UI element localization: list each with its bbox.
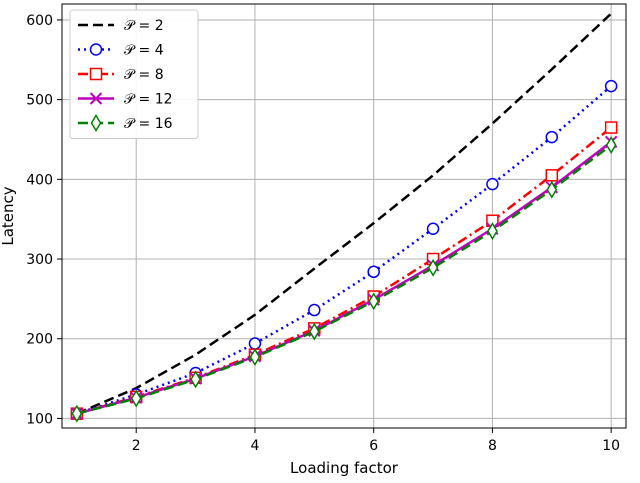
- y-tick-label: 400: [26, 172, 53, 188]
- data-point: [426, 222, 440, 236]
- data-point: [487, 222, 498, 241]
- series-line: [76, 144, 612, 415]
- series-1: [76, 12, 613, 415]
- legend-label: 𝒫 = 4: [124, 43, 164, 59]
- data-point: [190, 370, 201, 389]
- legend-marker: [89, 92, 103, 105]
- series-line: [76, 85, 612, 415]
- legend-marker: [89, 43, 103, 56]
- data-point: [486, 177, 499, 191]
- data-point: [427, 258, 439, 277]
- x-tick-label: 10: [602, 438, 620, 454]
- legend-marker: [89, 67, 103, 81]
- legend-item: 𝒫 = 16: [78, 114, 173, 132]
- data-point: [604, 121, 618, 134]
- y-tick-label: 200: [26, 332, 53, 348]
- data-point: [368, 292, 380, 311]
- y-axis-label: Latency: [0, 186, 17, 245]
- series-4: [70, 135, 618, 420]
- legend-box: [69, 9, 199, 139]
- legend-item: 𝒫 = 12: [78, 92, 173, 108]
- legend-label: 𝒫 = 2: [124, 18, 164, 34]
- legend-item: 𝒫 = 2: [78, 18, 164, 34]
- legend-label: 𝒫 = 8: [124, 67, 164, 83]
- series-line: [76, 12, 613, 415]
- ticks-layer: 2 4 6 8 10 100 200 300 400 500 600: [26, 13, 620, 454]
- y-tick-label: 600: [26, 13, 53, 29]
- data-point: [545, 130, 559, 144]
- series-layer: [70, 12, 618, 423]
- y-tick-label: 300: [26, 252, 53, 268]
- x-tick-label: 8: [488, 438, 497, 454]
- data-point: [71, 404, 83, 423]
- series-line: [76, 126, 612, 415]
- legend-marker: [90, 114, 102, 132]
- legend-item: 𝒫 = 8: [78, 67, 164, 83]
- x-tick-label: 4: [250, 438, 259, 454]
- legend-label: 𝒫 = 12: [124, 92, 173, 108]
- x-axis-label: Loading factor: [290, 459, 399, 477]
- data-point: [546, 180, 558, 199]
- data-point: [545, 169, 559, 182]
- data-point: [604, 79, 618, 93]
- legend: 𝒫 = 2 𝒫 = 4 𝒫 = 8 𝒫 = 12 𝒫 = 16: [69, 9, 199, 139]
- data-point: [248, 337, 262, 350]
- plot-frame: [61, 3, 627, 429]
- y-tick-label: 100: [26, 411, 53, 427]
- data-point: [130, 389, 142, 408]
- legend-label: 𝒫 = 16: [124, 116, 173, 132]
- data-point: [605, 136, 617, 155]
- series-5: [71, 136, 617, 423]
- y-tick-label: 500: [26, 93, 53, 109]
- series-line: [76, 140, 612, 415]
- legend-item: 𝒫 = 4: [78, 43, 164, 59]
- data-point: [308, 322, 320, 341]
- x-tick-label: 2: [132, 438, 141, 454]
- series-3: [70, 121, 618, 420]
- data-point: [249, 348, 261, 367]
- data-point: [308, 303, 321, 317]
- data-point: [367, 265, 380, 279]
- x-tick-label: 6: [369, 438, 378, 454]
